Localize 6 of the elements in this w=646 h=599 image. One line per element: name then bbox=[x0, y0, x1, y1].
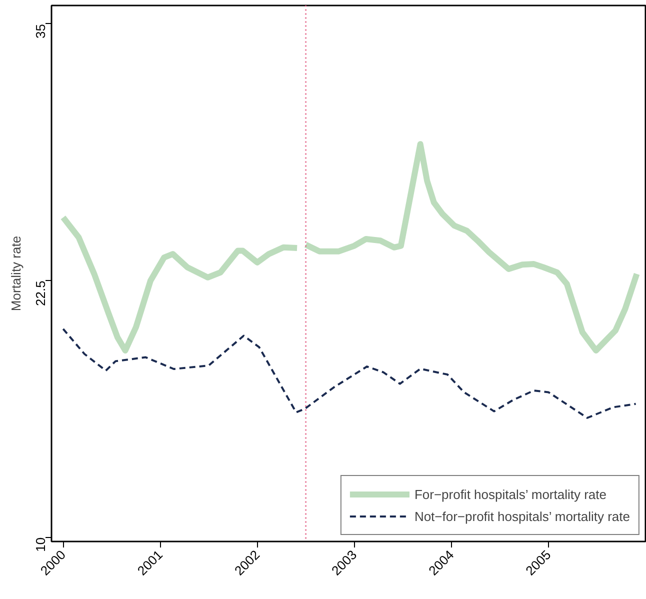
legend-label: For−profit hospitals’ mortality rate bbox=[414, 486, 606, 502]
y-tick-label: 35 bbox=[33, 24, 48, 38]
y-tick-label: 22.5 bbox=[33, 280, 48, 306]
y-tick-label: 10 bbox=[33, 537, 48, 552]
legend-label: Not−for−profit hospitals’ mortality rate bbox=[414, 508, 630, 524]
y-axis-title: Mortality rate bbox=[8, 236, 24, 312]
